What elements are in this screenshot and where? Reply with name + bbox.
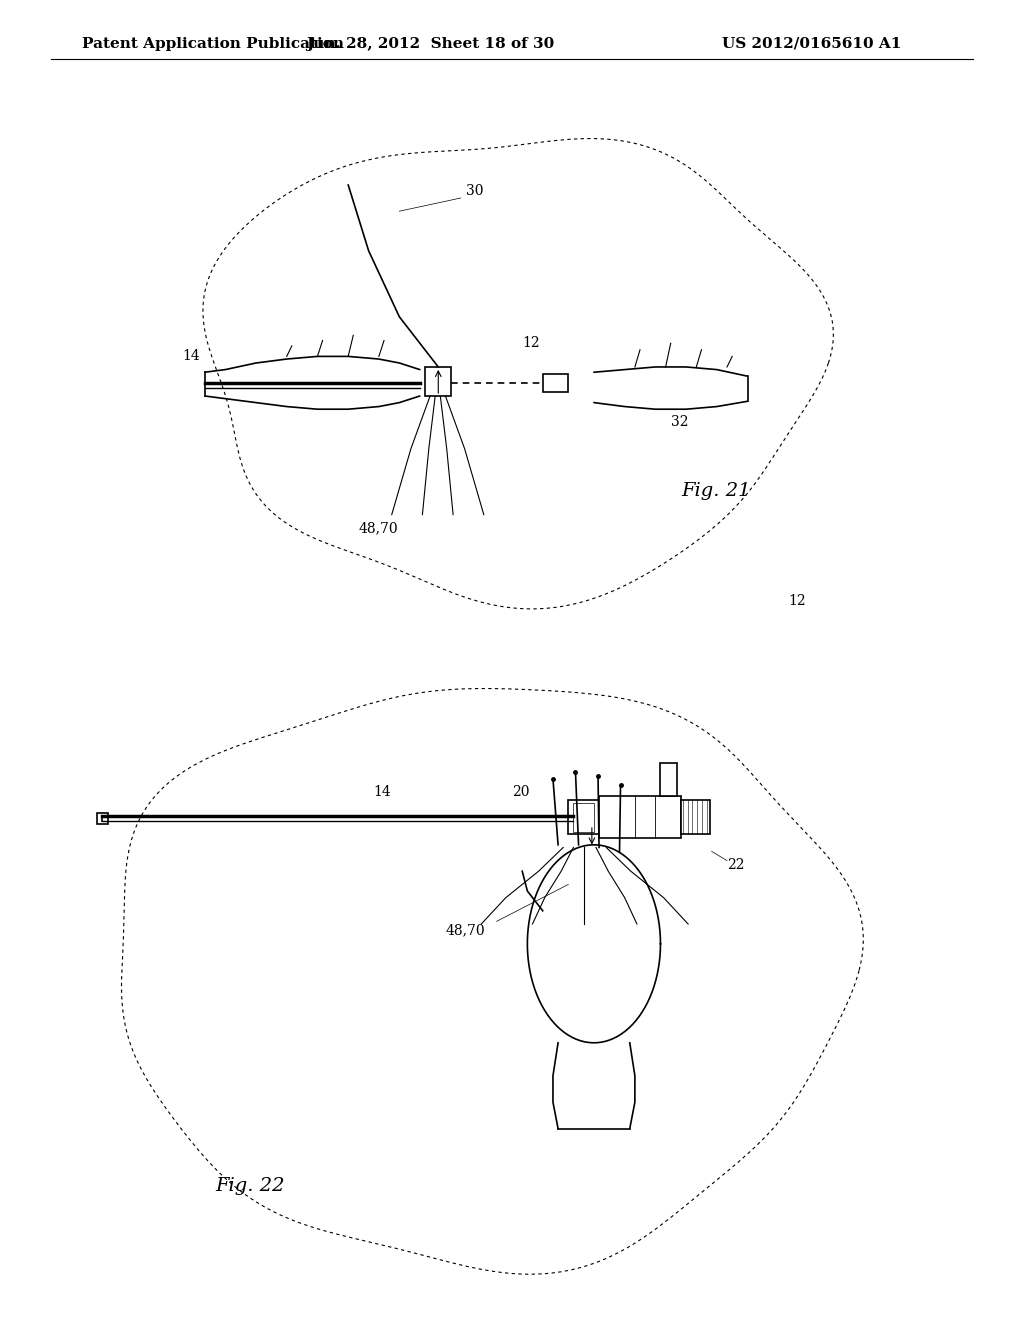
FancyBboxPatch shape xyxy=(568,800,599,834)
Text: 14: 14 xyxy=(182,350,200,363)
Text: US 2012/0165610 A1: US 2012/0165610 A1 xyxy=(722,37,901,51)
FancyBboxPatch shape xyxy=(425,367,451,396)
Text: 30: 30 xyxy=(466,185,483,198)
Text: 48,70: 48,70 xyxy=(358,521,398,535)
Text: Patent Application Publication: Patent Application Publication xyxy=(82,37,344,51)
FancyBboxPatch shape xyxy=(573,803,594,832)
Text: 48,70: 48,70 xyxy=(445,924,485,937)
Text: 20: 20 xyxy=(512,785,529,799)
FancyBboxPatch shape xyxy=(599,796,681,838)
FancyBboxPatch shape xyxy=(660,763,677,796)
Text: Jun. 28, 2012  Sheet 18 of 30: Jun. 28, 2012 Sheet 18 of 30 xyxy=(306,37,554,51)
Text: 12: 12 xyxy=(522,337,540,350)
FancyBboxPatch shape xyxy=(543,374,568,392)
Text: 12: 12 xyxy=(788,594,806,607)
FancyBboxPatch shape xyxy=(97,813,108,824)
Text: Fig. 21: Fig. 21 xyxy=(681,482,751,500)
Text: 32: 32 xyxy=(671,416,688,429)
FancyBboxPatch shape xyxy=(681,800,710,834)
Text: 14: 14 xyxy=(374,785,391,799)
Text: Fig. 22: Fig. 22 xyxy=(215,1177,285,1196)
Text: 22: 22 xyxy=(727,858,744,871)
